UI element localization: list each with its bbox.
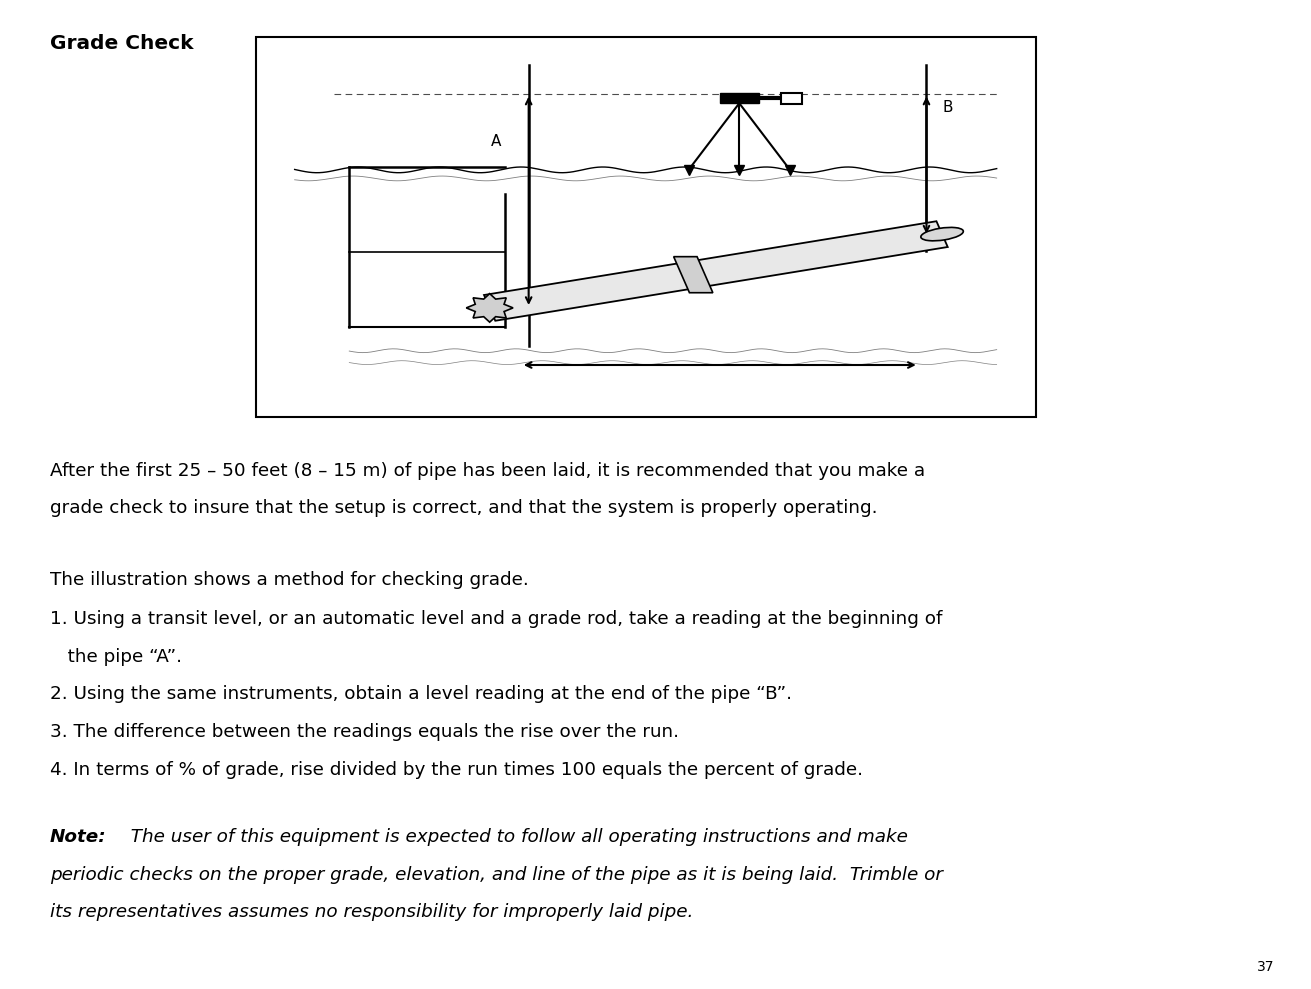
Text: its representatives assumes no responsibility for improperly laid pipe.: its representatives assumes no responsib… <box>50 904 694 922</box>
Polygon shape <box>484 222 948 320</box>
Text: The illustration shows a method for checking grade.: The illustration shows a method for chec… <box>50 571 528 588</box>
Polygon shape <box>467 294 513 322</box>
Text: Note:: Note: <box>50 829 106 847</box>
Text: After the first 25 – 50 feet (8 – 15 m) of pipe has been laid, it is recommended: After the first 25 – 50 feet (8 – 15 m) … <box>50 462 926 480</box>
Text: 2. Using the same instruments, obtain a level reading at the end of the pipe “B”: 2. Using the same instruments, obtain a … <box>50 685 792 703</box>
Text: periodic checks on the proper grade, elevation, and line of the pipe as it is be: periodic checks on the proper grade, ele… <box>50 866 943 884</box>
Text: 37: 37 <box>1257 960 1274 974</box>
Text: 3. The difference between the readings equals the rise over the run.: 3. The difference between the readings e… <box>50 723 679 741</box>
Polygon shape <box>674 257 713 293</box>
Text: A: A <box>492 134 501 148</box>
Bar <box>720 93 759 103</box>
Text: 4. In terms of % of grade, rise divided by the run times 100 equals the percent : 4. In terms of % of grade, rise divided … <box>50 761 863 778</box>
Text: Grade Check: Grade Check <box>50 34 193 52</box>
Text: B: B <box>943 101 953 116</box>
Bar <box>780 93 802 104</box>
Ellipse shape <box>920 227 964 240</box>
Text: grade check to insure that the setup is correct, and that the system is properly: grade check to insure that the setup is … <box>50 499 877 517</box>
Text: The user of this equipment is expected to follow all operating instructions and : The user of this equipment is expected t… <box>119 829 909 847</box>
Text: 1. Using a transit level, or an automatic level and a grade rod, take a reading : 1. Using a transit level, or an automati… <box>50 610 943 628</box>
Bar <box>256 37 1036 417</box>
Text: the pipe “A”.: the pipe “A”. <box>50 648 182 666</box>
